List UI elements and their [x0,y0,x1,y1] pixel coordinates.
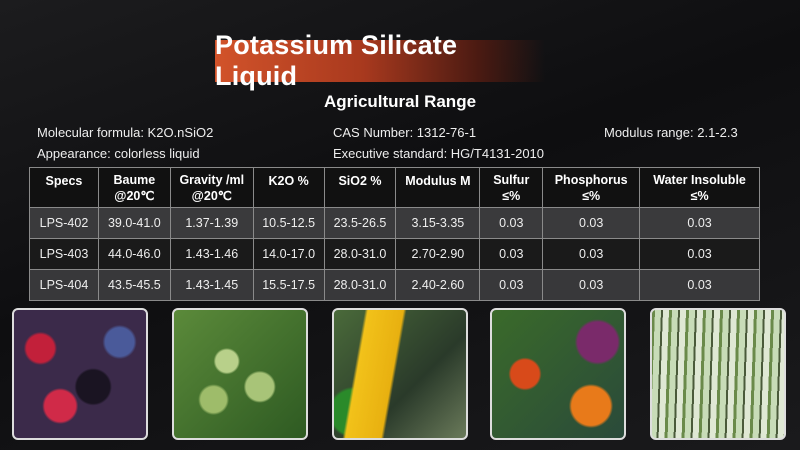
table-cell: LPS-403 [29,238,99,270]
table-cell: 28.0-31.0 [323,269,397,301]
header-unit: @20℃ [191,188,232,203]
header-line: Gravity /ml [179,172,245,187]
table-cell: LPS-402 [29,207,99,239]
subtitle: Agricultural Range [323,92,477,111]
column-header: Gravity /ml @20℃ [169,167,254,208]
table-cell: 43.5-45.5 [97,269,171,301]
table-row: LPS-404 43.5-45.5 1.43-1.45 15.5-17.5 28.0-3… [29,269,760,301]
cas-number: CAS Number: 1312-76-1 [333,125,477,140]
table-cell: 3.15-3.35 [395,207,481,239]
table-header-row: Specs Baume @20℃ Gravity /ml @20℃ K2O % SiO2 %… [29,167,760,208]
photo-berries [12,308,148,440]
column-header: Specs [29,167,99,208]
table-cell: 10.5-12.5 [252,207,325,239]
header-line: Water Insoluble [653,172,746,187]
header-line: K2O % [268,174,309,188]
table-cell: 0.03 [639,238,760,270]
table-cell: 0.03 [639,269,760,301]
table-cell: 0.03 [542,207,641,239]
table-cell: 1.43-1.46 [169,238,254,270]
header-unit: ≤% [690,188,709,203]
table-cell: 1.37-1.39 [169,207,254,239]
header-unit: ≤% [502,188,521,203]
modulus-range: Modulus range: 2.1-2.3 [604,125,738,140]
table-cell: 44.0-46.0 [97,238,171,270]
column-header: K2O % [252,167,325,208]
photo-corn-and-vegetables [332,308,468,440]
table-row: LPS-402 39.0-41.0 1.37-1.39 10.5-12.5 23.5-2… [29,207,760,239]
table-cell: 0.03 [479,269,544,301]
header-line: Modulus M [405,174,471,188]
executive-standard: Executive standard: HG/T4131-2010 [333,146,545,161]
table-cell: 0.03 [542,238,641,270]
table-cell: 0.03 [542,269,641,301]
table-cell: 15.5-17.5 [252,269,325,301]
column-header: Phosphorus ≤% [542,167,641,208]
appearance: Appearance: colorless liquid [37,146,200,161]
table-cell: 0.03 [479,207,544,239]
column-header: Modulus M [395,167,481,208]
spec-table: Specs Baume @20℃ Gravity /ml @20℃ K2O % SiO2 %… [29,167,760,301]
photo-vegetables [490,308,626,440]
column-header: SiO2 % [323,167,397,208]
header-line: Phosphorus [554,172,628,187]
table-cell: 0.03 [639,207,760,239]
header-line: Specs [45,174,83,188]
title-banner: Potassium Silicate Liquid [215,30,545,91]
header-line: SiO2 % [338,174,382,188]
photo-olives [172,308,308,440]
table-cell: 28.0-31.0 [323,238,397,270]
photo-sugarcane [650,308,786,440]
header-unit: ≤% [582,188,601,203]
table-cell: LPS-404 [29,269,99,301]
header-line: Baume [113,172,156,187]
column-header: Water Insoluble ≤% [639,167,760,208]
table-cell: 0.03 [479,238,544,270]
table-cell: 14.0-17.0 [252,238,325,270]
table-cell: 2.70-2.90 [395,238,481,270]
table-cell: 1.43-1.45 [169,269,254,301]
table-cell: 23.5-26.5 [323,207,397,239]
table-cell: 39.0-41.0 [97,207,171,239]
column-header: Sulfur ≤% [479,167,544,208]
molecular-formula: Molecular formula: K2O.nSiO2 [37,125,214,140]
header-unit: @20℃ [114,188,155,203]
page-title: Potassium Silicate Liquid [215,30,458,91]
table-row: LPS-403 44.0-46.0 1.43-1.46 14.0-17.0 28.0-3… [29,238,760,270]
column-header: Baume @20℃ [97,167,171,208]
header-line: Sulfur [493,172,530,187]
table-cell: 2.40-2.60 [395,269,481,301]
